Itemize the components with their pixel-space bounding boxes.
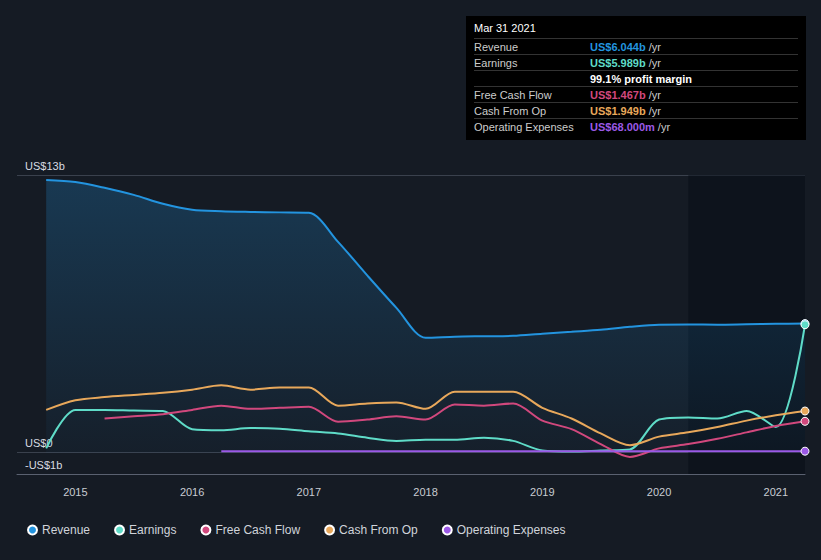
svg-text:Earnings: Earnings (129, 523, 176, 537)
svg-text:Operating Expenses: Operating Expenses (457, 523, 566, 537)
svg-text:US$0: US$0 (25, 437, 53, 450)
svg-text:2016: 2016 (180, 486, 204, 498)
html-text:US$6.044b /yr: US$6.044b /yr (590, 41, 661, 53)
svg-text:-US$1b: -US$1b (25, 459, 62, 471)
html-text:US$5.989b /yr: US$5.989b /yr (590, 57, 661, 69)
svg-text:2017: 2017 (297, 486, 321, 498)
svg-text:Revenue: Revenue (42, 523, 90, 537)
html-text:Free Cash Flow: Free Cash Flow (474, 89, 552, 101)
svg-text:Free Cash Flow: Free Cash Flow (215, 523, 300, 537)
html-text:Operating Expenses: Operating Expenses (474, 121, 574, 133)
svg-text:2020: 2020 (647, 486, 671, 498)
svg-text:2019: 2019 (530, 486, 554, 498)
html-text:US$1.949b /yr: US$1.949b /yr (590, 105, 661, 117)
svg-text:US$13b: US$13b (25, 160, 65, 172)
html-text:99.1% profit margin: 99.1% profit margin (590, 73, 693, 85)
svg-text:Cash From Op: Cash From Op (339, 523, 418, 537)
svg-text:2015: 2015 (63, 486, 87, 498)
svg-text:2021: 2021 (764, 486, 788, 498)
html-text:US$1.467b /yr: US$1.467b /yr (590, 89, 661, 101)
html-text:Mar 31 2021: Mar 31 2021 (474, 22, 536, 34)
html-text:Revenue: Revenue (474, 41, 518, 53)
html-text:US$68.000m /yr: US$68.000m /yr (590, 121, 671, 133)
svg-text:2018: 2018 (413, 486, 437, 498)
html-text:Cash From Op: Cash From Op (474, 105, 547, 117)
html-text:Earnings: Earnings (474, 57, 518, 69)
